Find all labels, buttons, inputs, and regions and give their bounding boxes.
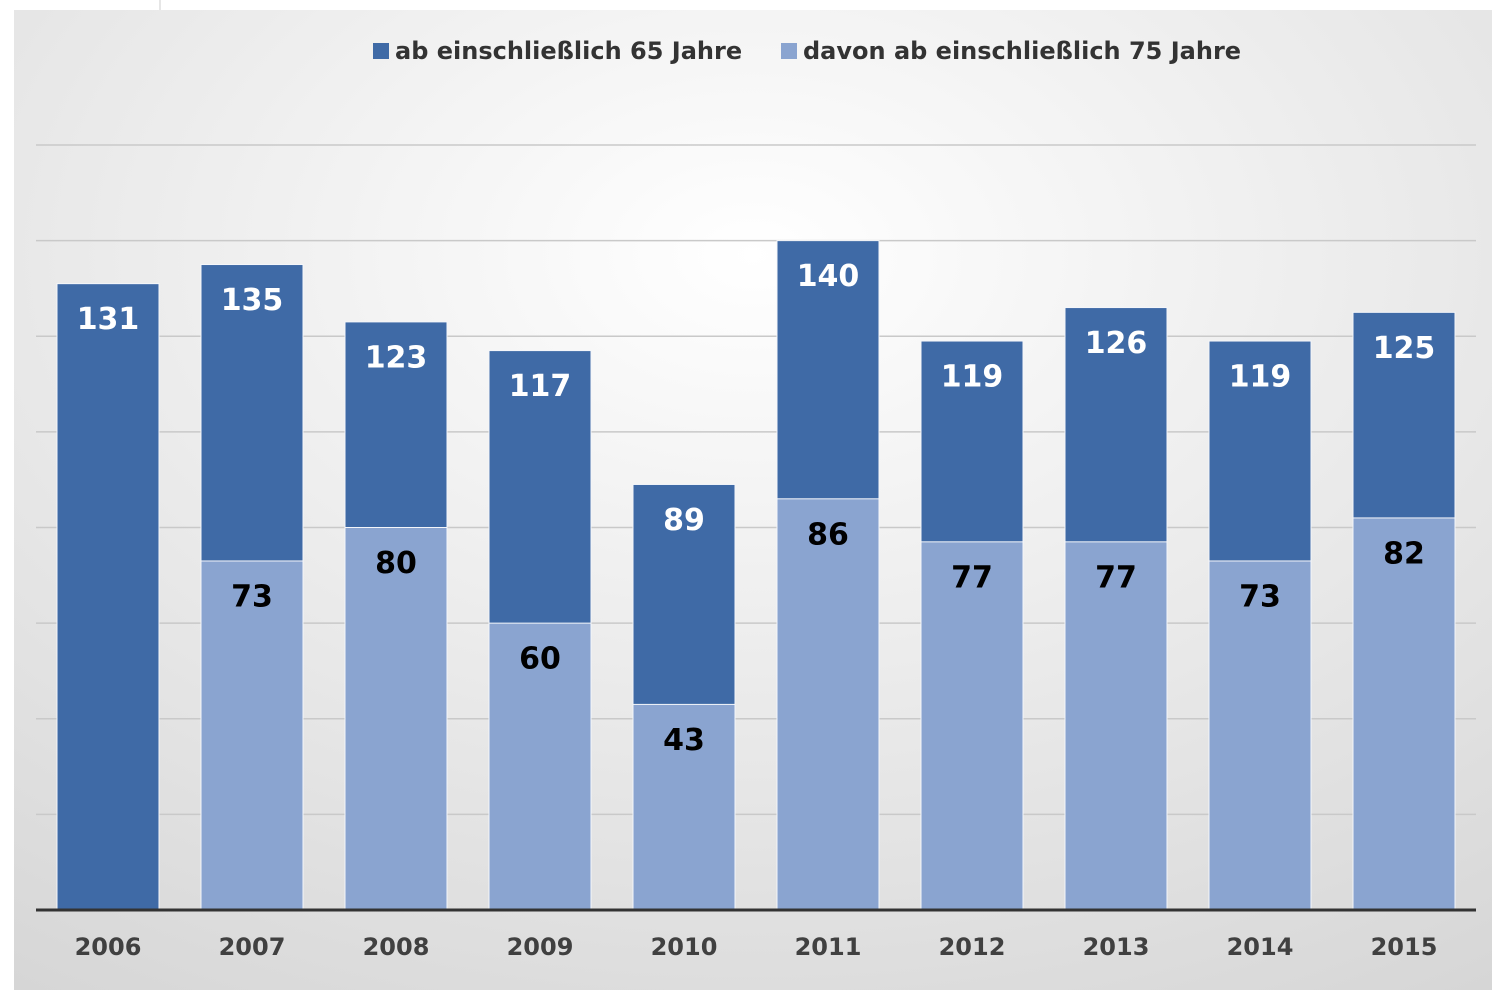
- data-label: 131: [77, 302, 140, 337]
- bar: [1352, 517, 1456, 911]
- x-tick-label: 2009: [507, 933, 574, 961]
- data-label: 80: [375, 546, 417, 581]
- data-label: 82: [1383, 536, 1425, 571]
- data-label: 60: [519, 642, 561, 677]
- data-label: 119: [941, 360, 1004, 395]
- x-tick-label: 2012: [939, 933, 1006, 961]
- x-tick-label: 2006: [75, 933, 142, 961]
- data-label: 126: [1085, 326, 1148, 361]
- data-label: 125: [1373, 331, 1436, 366]
- data-label: 73: [1239, 579, 1281, 614]
- legend-label: davon ab einschließlich 75 Jahre: [803, 37, 1241, 65]
- bar: [1208, 560, 1312, 911]
- bar: [920, 541, 1024, 911]
- bar: [200, 560, 304, 911]
- x-tick-label: 2015: [1371, 933, 1438, 961]
- data-label: 43: [663, 723, 705, 758]
- data-label: 140: [797, 259, 860, 294]
- bar: [344, 527, 448, 911]
- data-label: 77: [1095, 560, 1137, 595]
- x-tick-label: 2010: [651, 933, 718, 961]
- x-tick-label: 2011: [795, 933, 862, 961]
- x-tick-label: 2007: [219, 933, 286, 961]
- bar: [1064, 541, 1168, 911]
- data-label: 73: [231, 579, 273, 614]
- bar: [632, 703, 736, 911]
- data-label: 117: [509, 369, 572, 404]
- x-tick-label: 2008: [363, 933, 430, 961]
- data-label: 135: [221, 283, 284, 318]
- data-label: 89: [663, 503, 705, 538]
- bar: [56, 283, 160, 911]
- x-tick-label: 2014: [1227, 933, 1294, 961]
- x-tick-label: 2013: [1083, 933, 1150, 961]
- data-label: 77: [951, 560, 993, 595]
- bar: [776, 498, 880, 911]
- bar: [488, 622, 592, 911]
- legend-swatch: [373, 43, 389, 59]
- legend-label: ab einschließlich 65 Jahre: [395, 37, 742, 65]
- data-label: 123: [365, 340, 428, 375]
- legend-swatch: [781, 43, 797, 59]
- data-label: 86: [807, 517, 849, 552]
- data-label: 119: [1229, 360, 1292, 395]
